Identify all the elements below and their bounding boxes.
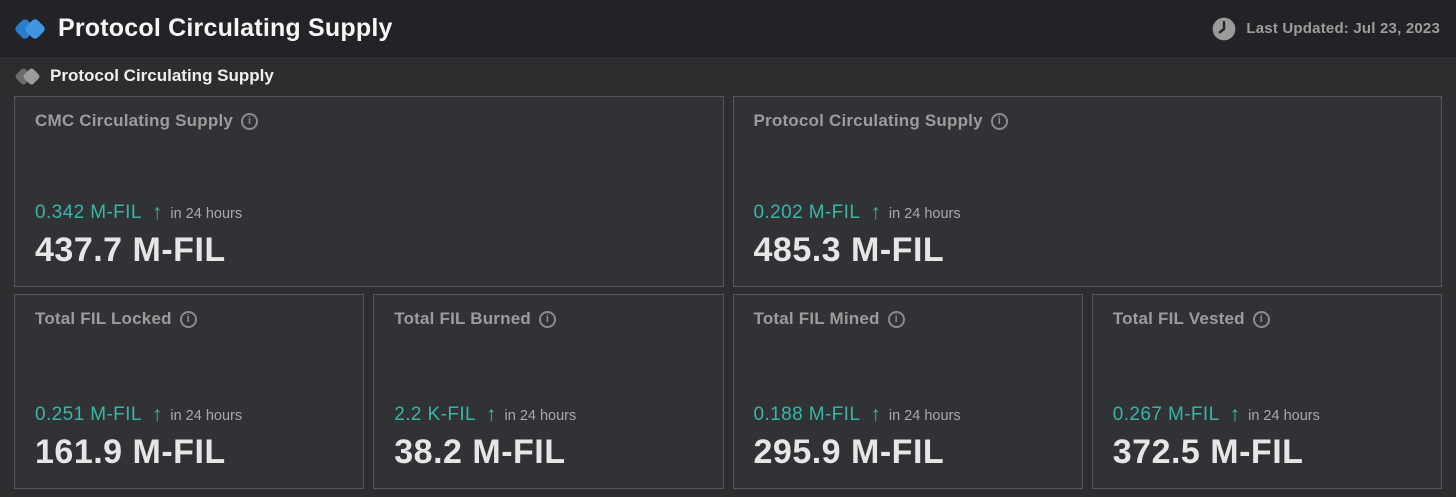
starboard-logo-icon <box>13 17 50 41</box>
change-row: 0.188 M-FIL ↑ in 24 hours <box>754 403 1062 426</box>
card-value: 437.7 M-FIL <box>35 231 226 269</box>
card-title-row: Total FIL Burned i <box>394 309 702 329</box>
change-period: in 24 hours <box>888 408 961 424</box>
change-period: in 24 hours <box>504 408 577 424</box>
stats-grid: CMC Circulating Supply i 0.342 M-FIL ↑ i… <box>0 94 1456 489</box>
change-value: 2.2 K-FIL <box>394 404 476 425</box>
card-cmc-circulating-supply: CMC Circulating Supply i 0.342 M-FIL ↑ i… <box>14 96 724 287</box>
up-arrow-icon: ↑ <box>870 201 881 224</box>
change-value: 0.202 M-FIL <box>753 202 861 223</box>
change-period: in 24 hours <box>1248 408 1320 424</box>
up-arrow-icon: ↑ <box>1229 403 1241 426</box>
change-row: 0.202 M-FIL ↑ in 24 hours <box>754 201 1422 224</box>
card-metrics: 2.2 K-FIL ↑ in 24 hours 38.2 M-FIL <box>394 403 702 472</box>
section-diamond-icon <box>14 66 44 86</box>
card-value: 38.2 M-FIL <box>394 433 566 471</box>
change-row: 2.2 K-FIL ↑ in 24 hours <box>394 403 702 426</box>
card-metrics: 0.188 M-FIL ↑ in 24 hours 295.9 M-FIL <box>754 403 1062 472</box>
last-updated-label: Last Updated: Jul 23, 2023 <box>1246 20 1440 37</box>
card-value: 295.9 M-FIL <box>753 433 945 471</box>
card-title: Total FIL Burned <box>394 309 531 328</box>
card-total-fil-vested: Total FIL Vested i 0.267 M-FIL ↑ in 24 h… <box>1091 294 1442 489</box>
card-metrics: 0.267 M-FIL ↑ in 24 hours 372.5 M-FIL <box>1113 403 1421 472</box>
card-metrics: 0.202 M-FIL ↑ in 24 hours 485.3 M-FIL <box>754 201 1422 270</box>
info-icon[interactable]: i <box>179 310 197 328</box>
up-arrow-icon: ↑ <box>486 403 497 426</box>
card-title: CMC Circulating Supply <box>35 111 234 130</box>
change-row: 0.342 M-FIL ↑ in 24 hours <box>35 201 703 224</box>
clock-icon <box>1213 17 1236 40</box>
card-title-row: Total FIL Vested i <box>1113 309 1421 329</box>
section-title: Protocol Circulating Supply <box>50 65 274 85</box>
card-value: 161.9 M-FIL <box>35 433 226 471</box>
card-title: Total FIL Vested <box>1112 309 1245 328</box>
up-arrow-icon: ↑ <box>870 403 881 426</box>
info-icon[interactable]: i <box>990 112 1008 130</box>
page-title: Protocol Circulating Supply <box>58 14 393 42</box>
section-header: Protocol Circulating Supply <box>0 57 1456 94</box>
card-value: 372.5 M-FIL <box>1112 433 1304 471</box>
stats-row-2: Total FIL Locked i 0.251 M-FIL ↑ in 24 h… <box>14 294 1442 489</box>
card-title-row: Protocol Circulating Supply i <box>754 111 1422 131</box>
change-value: 0.188 M-FIL <box>753 404 861 425</box>
info-icon[interactable]: i <box>887 310 905 328</box>
change-value: 0.267 M-FIL <box>1112 404 1220 425</box>
up-arrow-icon: ↑ <box>151 403 163 426</box>
card-protocol-circulating-supply: Protocol Circulating Supply i 0.202 M-FI… <box>732 96 1442 287</box>
card-total-fil-mined: Total FIL Mined i 0.188 M-FIL ↑ in 24 ho… <box>732 294 1083 489</box>
card-title: Total FIL Locked <box>35 309 172 328</box>
change-row: 0.267 M-FIL ↑ in 24 hours <box>1113 403 1421 426</box>
up-arrow-icon: ↑ <box>151 201 163 224</box>
card-title-row: Total FIL Mined i <box>754 309 1062 329</box>
last-updated-group: Last Updated: Jul 23, 2023 <box>1211 16 1440 42</box>
change-value: 0.251 M-FIL <box>35 404 142 425</box>
card-title-row: Total FIL Locked i <box>35 309 343 329</box>
card-total-fil-locked: Total FIL Locked i 0.251 M-FIL ↑ in 24 h… <box>14 294 365 489</box>
card-total-fil-burned: Total FIL Burned i 2.2 K-FIL ↑ in 24 hou… <box>373 294 724 489</box>
card-metrics: 0.342 M-FIL ↑ in 24 hours 437.7 M-FIL <box>35 201 703 270</box>
change-period: in 24 hours <box>170 206 243 222</box>
card-title-row: CMC Circulating Supply i <box>35 111 703 131</box>
top-header-bar: Protocol Circulating Supply Last Updated… <box>0 0 1456 57</box>
change-period: in 24 hours <box>170 408 243 424</box>
card-title: Total FIL Mined <box>753 309 880 328</box>
info-icon[interactable]: i <box>1252 310 1270 328</box>
change-value: 0.342 M-FIL <box>35 202 142 223</box>
card-metrics: 0.251 M-FIL ↑ in 24 hours 161.9 M-FIL <box>35 403 343 472</box>
change-row: 0.251 M-FIL ↑ in 24 hours <box>35 403 343 426</box>
change-period: in 24 hours <box>888 206 961 222</box>
info-icon[interactable]: i <box>538 310 556 328</box>
info-icon[interactable]: i <box>241 112 259 130</box>
card-title: Protocol Circulating Supply <box>753 111 983 130</box>
stats-row-1: CMC Circulating Supply i 0.342 M-FIL ↑ i… <box>14 96 1442 287</box>
card-value: 485.3 M-FIL <box>753 231 945 269</box>
